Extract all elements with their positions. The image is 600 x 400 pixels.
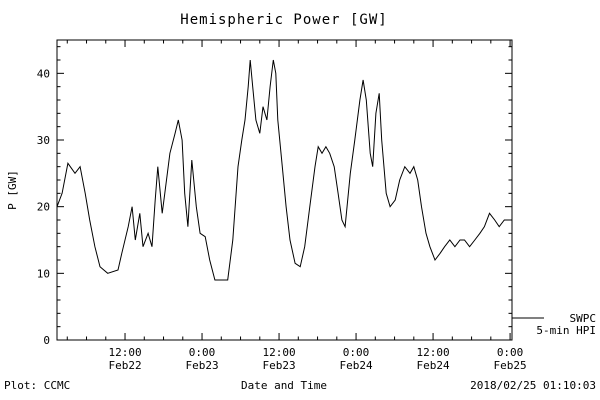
y-tick-label: 20 [37,201,50,214]
x-tick-date-label: Feb23 [262,359,295,372]
y-tick-label: 0 [43,334,50,347]
axis-ticks: 01020304012:00Feb220:00Feb2312:00Feb230:… [37,40,527,372]
x-tick-time-label: 0:00 [343,346,370,359]
x-tick-time-label: 12:00 [108,346,141,359]
hpi-series-line [56,59,510,281]
x-tick-time-label: 0:00 [497,346,524,359]
x-tick-time-label: 12:00 [417,346,450,359]
x-tick-time-label: 12:00 [262,346,295,359]
y-tick-label: 40 [37,67,50,80]
x-tick-date-label: Feb23 [185,359,218,372]
chart-title: Hemispheric Power [GW] [180,12,387,28]
plot-border [56,39,513,341]
x-tick-date-label: Feb24 [417,359,450,372]
timestamp-label: 2018/02/25 01:10:03 [470,379,596,392]
y-tick-label: 10 [37,267,50,280]
legend-series-desc: 5-min HPI [536,324,596,337]
x-tick-date-label: Feb24 [339,359,372,372]
x-tick-date-label: Feb22 [108,359,141,372]
y-axis-label: P [GW] [6,170,19,210]
data-series [56,59,510,281]
plot-source-label: Plot: CCMC [4,379,70,392]
x-tick-time-label: 0:00 [189,346,216,359]
legend-series-name: SWPC [570,312,597,325]
x-tick-date-label: Feb25 [494,359,527,372]
x-axis-label: Date and Time [241,379,327,392]
y-tick-label: 30 [37,134,50,147]
